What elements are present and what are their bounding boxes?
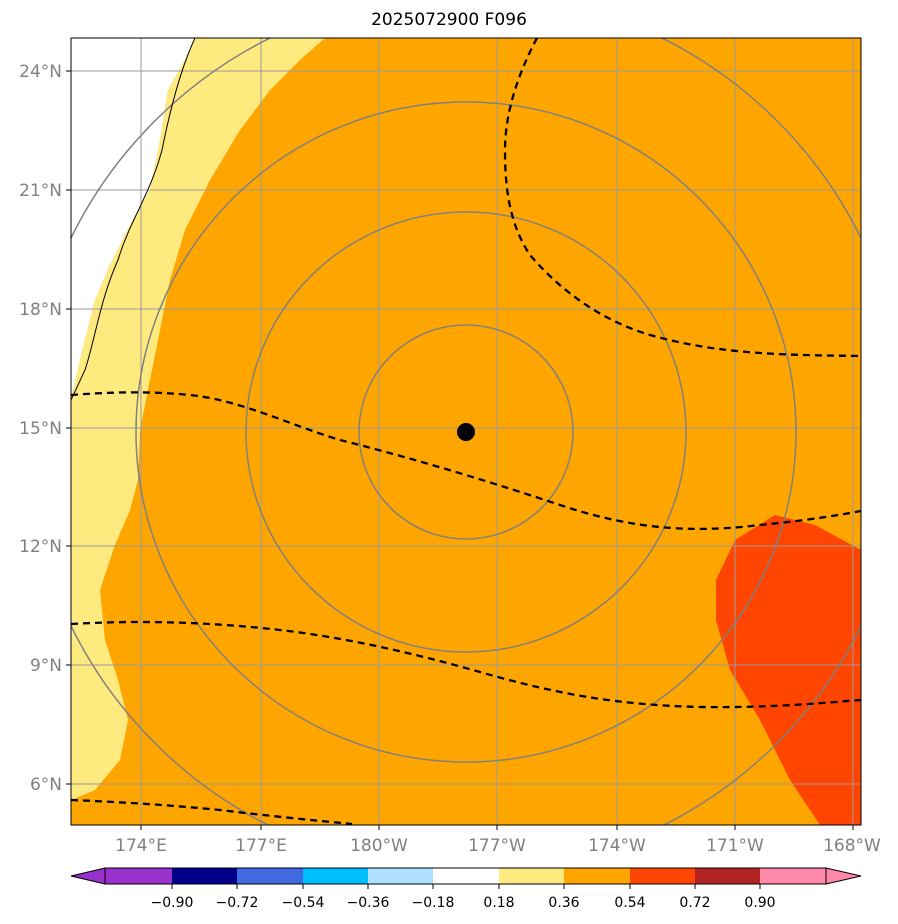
- coastline: [71, 38, 196, 401]
- colorbar: −0.90 −0.72 −0.54 −0.36 −0.18 0.18 0.36 …: [70, 867, 862, 911]
- colorbar-segment: [630, 868, 695, 884]
- colorbar-tick-label: −0.36: [347, 895, 390, 911]
- lon-tick-label: 180°W: [350, 836, 408, 856]
- colorbar-segment: [303, 868, 368, 884]
- colorbar-segment: [105, 868, 172, 884]
- field-red-region: [716, 515, 861, 825]
- dashed-contours: [71, 38, 861, 825]
- lat-tick-label: 9°N: [30, 656, 62, 676]
- dashed-contour: [71, 391, 861, 531]
- lon-tick-label: 171°W: [706, 836, 764, 856]
- colorbar-segment: [237, 868, 303, 884]
- lat-tick-label: 12°N: [19, 537, 62, 557]
- field-light-yellow-region: [71, 38, 325, 800]
- colorbar-tick-label: 0.72: [679, 895, 710, 911]
- lat-tick-label: 21°N: [19, 181, 62, 201]
- colorbar-tick-label: −0.90: [151, 895, 194, 911]
- colorbar-segment: [695, 868, 760, 884]
- colorbar-high-extend: [825, 867, 862, 885]
- lon-tick-label: 174°E: [115, 836, 167, 856]
- colorbar-frame: [104, 867, 827, 885]
- lon-tick-label: 168°W: [823, 836, 881, 856]
- map-title: 2025072900 F096: [371, 10, 527, 30]
- colorbar-segment: [760, 868, 826, 884]
- colorbar-segment: [172, 868, 237, 884]
- lat-tick-label: 15°N: [19, 419, 62, 439]
- lat-tick-label: 6°N: [30, 775, 62, 795]
- lon-axis: 174°E 177°E 180°W 177°W 174°W 171°W 168°…: [115, 825, 881, 856]
- colorbar-tick-label: −0.54: [282, 895, 325, 911]
- lat-axis: 24°N 21°N 18°N 15°N 12°N 9°N 6°N: [19, 62, 71, 795]
- field-white-region: [71, 38, 195, 400]
- storm-center-marker: [457, 423, 475, 441]
- colorbar-tick-label: −0.72: [216, 895, 259, 911]
- lon-tick-label: 174°W: [588, 836, 646, 856]
- range-ring: [245, 211, 687, 653]
- map-panel: [71, 38, 861, 825]
- colorbar-tick-label: 0.36: [548, 895, 579, 911]
- lat-tick-label: 18°N: [19, 300, 62, 320]
- colorbar-tick-label: −0.18: [412, 895, 455, 911]
- colorbar-segment: [433, 868, 499, 884]
- map-frame: [70, 37, 862, 826]
- lat-tick-label: 24°N: [19, 62, 62, 82]
- colorbar-tick-label: 0.18: [483, 895, 514, 911]
- dashed-contour: [71, 620, 861, 709]
- lon-tick-label: 177°E: [235, 836, 287, 856]
- colorbar-tick-label: 0.54: [614, 895, 645, 911]
- colorbar-tick-label: 0.90: [744, 895, 775, 911]
- lon-tick-label: 177°W: [468, 836, 526, 856]
- range-ring: [135, 101, 797, 763]
- colorbar-segment: [564, 868, 630, 884]
- colorbar-segment: [499, 868, 564, 884]
- dashed-contour: [71, 798, 353, 825]
- colorbar-low-extend: [70, 867, 106, 885]
- range-rings: [71, 38, 861, 825]
- range-ring: [358, 324, 574, 540]
- colorbar-segment: [368, 868, 433, 884]
